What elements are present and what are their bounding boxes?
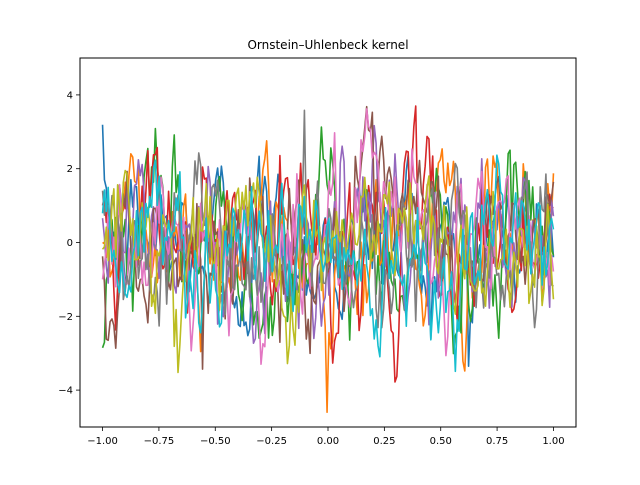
series-line-5 (101, 124, 555, 345)
series-line-7 (101, 108, 555, 365)
y-tick-label: 4 (67, 90, 73, 101)
x-tick-label: 1.00 (542, 436, 564, 447)
chart-title: Ornstein–Uhlenbeck kernel (247, 38, 408, 52)
y-tick-label: 2 (67, 164, 73, 175)
y-tick-label: 0 (67, 238, 73, 249)
x-tick-label: 0.00 (317, 436, 339, 447)
x-tick-label: 0.50 (430, 436, 452, 447)
x-tick-label: −1.00 (87, 436, 118, 447)
x-tick-label: 0.75 (486, 436, 508, 447)
x-tick-label: 0.25 (373, 436, 395, 447)
y-tick-label: −2 (58, 312, 73, 323)
x-axis: −1.00 −0.75 −0.50 −0.25 0.00 0.25 0.50 0.75 1.00 (87, 427, 565, 447)
series-line-8 (101, 109, 554, 329)
x-tick-label: −0.50 (200, 436, 231, 447)
series-line-10 (101, 154, 555, 373)
y-tick-label: −4 (58, 386, 73, 397)
plot-area (101, 105, 555, 414)
y-axis: −4 −2 0 2 4 (58, 90, 80, 397)
x-tick-label: −0.75 (144, 436, 175, 447)
series-line-9 (101, 169, 555, 374)
x-tick-label: −0.25 (256, 436, 287, 447)
